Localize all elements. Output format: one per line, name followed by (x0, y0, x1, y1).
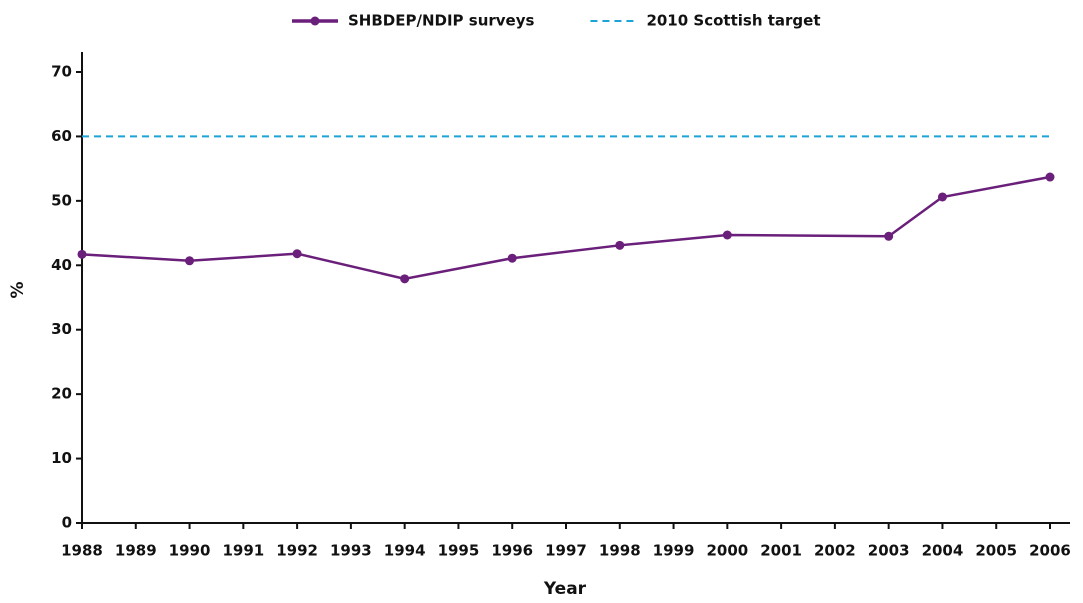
x-tick-label: 2002 (814, 542, 856, 560)
x-tick-label: 1992 (276, 542, 318, 560)
line (81, 175, 1051, 281)
x-tick-label: 1995 (438, 542, 480, 560)
y-tick-label: 10 (51, 449, 72, 467)
x-tick-label: 1994 (384, 542, 426, 560)
x-axis-label: Year (543, 579, 587, 599)
y-tick-label: 70 (51, 63, 72, 81)
x-tick-label: 1988 (61, 542, 103, 560)
legend-marker (310, 16, 320, 26)
x-tick-label: 1998 (599, 542, 641, 560)
x-tick-label: 1993 (330, 542, 372, 560)
point (884, 231, 894, 241)
point (615, 240, 625, 250)
point (77, 249, 87, 259)
y-axis-label: % (8, 281, 28, 298)
x-tick-label: 2005 (975, 542, 1017, 560)
x-tick-label: 1990 (169, 542, 211, 560)
point (937, 192, 947, 202)
x-tick-label: 1989 (115, 542, 157, 560)
x-tick-label: 2006 (1029, 542, 1071, 560)
point (507, 253, 517, 263)
point (1045, 172, 1055, 182)
x-tick-label: 1997 (545, 542, 587, 560)
x-tick-label: 1991 (222, 542, 264, 560)
x-tick-label: 2004 (922, 542, 964, 560)
point (292, 249, 302, 259)
y-tick-label: 20 (51, 385, 72, 403)
x-tick-label: 2001 (760, 542, 802, 560)
x-tick-label: 1996 (491, 542, 533, 560)
y-tick-label: 40 (51, 256, 72, 274)
x-tick-label: 2000 (706, 542, 748, 560)
legend-label: SHBDEP/NDIP surveys (348, 12, 534, 30)
x-tick-label: 1999 (653, 542, 695, 560)
point (722, 230, 732, 240)
legend-label: 2010 Scottish target (646, 12, 820, 30)
point (400, 274, 410, 284)
y-tick-label: 0 (62, 514, 72, 532)
x-tick-label: 2003 (868, 542, 910, 560)
y-tick-label: 30 (51, 320, 72, 338)
y-tick-label: 60 (51, 127, 72, 145)
y-tick-label: 50 (51, 191, 72, 209)
point (185, 256, 195, 266)
